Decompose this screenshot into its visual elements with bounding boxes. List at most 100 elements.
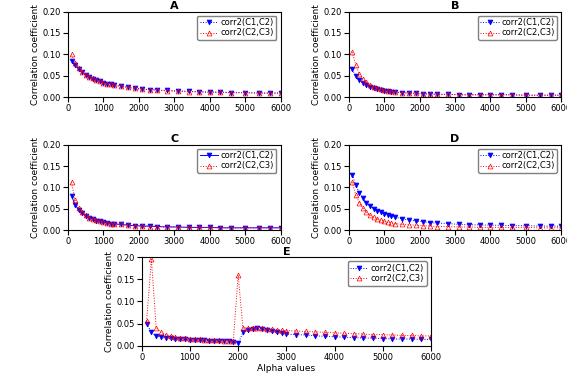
corr2(C1,C2) <box>93 78 100 83</box>
corr2(C2,C3) <box>266 225 273 230</box>
corr2(C2,C3) <box>111 222 117 226</box>
corr2(C2,C3) <box>391 221 398 226</box>
corr2(C2,C3) <box>96 79 103 84</box>
corr2(C1,C2) <box>487 93 494 97</box>
corr2(C1,C2) <box>391 90 398 94</box>
corr2(C2,C3) <box>466 225 472 229</box>
Legend: corr2(C1,C2), corr2(C2,C3): corr2(C1,C2), corr2(C2,C3) <box>197 16 277 40</box>
corr2(C1,C2) <box>498 93 505 97</box>
corr2(C1,C2) <box>264 328 270 333</box>
corr2(C2,C3) <box>235 273 242 277</box>
corr2(C1,C2) <box>215 339 222 343</box>
corr2(C1,C2) <box>341 335 348 339</box>
corr2(C1,C2) <box>158 334 164 339</box>
corr2(C1,C2) <box>466 93 472 97</box>
corr2(C1,C2) <box>111 83 117 88</box>
corr2(C1,C2) <box>537 93 544 98</box>
corr2(C1,C2) <box>256 91 263 95</box>
corr2(C2,C3) <box>215 338 222 343</box>
corr2(C1,C2) <box>75 67 82 72</box>
Title: A: A <box>170 1 179 11</box>
corr2(C1,C2) <box>164 88 171 93</box>
corr2(C1,C2) <box>104 81 111 86</box>
corr2(C1,C2) <box>175 225 181 229</box>
corr2(C2,C3) <box>434 224 441 229</box>
corr2(C2,C3) <box>487 93 494 97</box>
corr2(C1,C2) <box>523 223 530 228</box>
corr2(C2,C3) <box>249 326 256 330</box>
corr2(C1,C2) <box>413 91 420 96</box>
corr2(C1,C2) <box>230 339 237 344</box>
corr2(C1,C2) <box>259 326 265 331</box>
corr2(C1,C2) <box>420 92 426 96</box>
corr2(C1,C2) <box>413 218 420 223</box>
corr2(C2,C3) <box>523 225 530 230</box>
corr2(C1,C2) <box>227 225 235 230</box>
corr2(C1,C2) <box>249 326 256 331</box>
corr2(C2,C3) <box>162 332 169 337</box>
corr2(C2,C3) <box>264 326 270 331</box>
corr2(C1,C2) <box>100 220 107 225</box>
corr2(C2,C3) <box>487 225 494 230</box>
corr2(C1,C2) <box>547 224 554 228</box>
corr2(C2,C3) <box>508 93 515 97</box>
corr2(C2,C3) <box>428 334 434 338</box>
corr2(C2,C3) <box>391 89 398 94</box>
corr2(C1,C2) <box>185 225 192 230</box>
corr2(C1,C2) <box>139 87 146 91</box>
corr2(C2,C3) <box>185 225 192 230</box>
corr2(C1,C2) <box>256 225 263 230</box>
corr2(C1,C2) <box>153 88 160 93</box>
corr2(C1,C2) <box>244 328 251 333</box>
corr2(C1,C2) <box>132 223 139 228</box>
corr2(C2,C3) <box>466 93 472 97</box>
Title: D: D <box>450 134 460 144</box>
corr2(C1,C2) <box>196 338 203 343</box>
Line: corr2(C1,C2): corr2(C1,C2) <box>350 172 564 228</box>
corr2(C2,C3) <box>82 72 89 77</box>
corr2(C2,C3) <box>153 88 160 93</box>
corr2(C1,C2) <box>79 211 86 215</box>
Line: corr2(C1,C2): corr2(C1,C2) <box>350 67 564 98</box>
corr2(C1,C2) <box>82 214 89 218</box>
corr2(C1,C2) <box>107 221 114 226</box>
corr2(C2,C3) <box>312 329 319 334</box>
corr2(C2,C3) <box>196 337 203 342</box>
corr2(C2,C3) <box>242 225 248 230</box>
corr2(C2,C3) <box>100 220 107 225</box>
corr2(C1,C2) <box>508 223 515 228</box>
corr2(C1,C2) <box>370 336 376 340</box>
corr2(C2,C3) <box>370 84 377 89</box>
Y-axis label: Correlation coefficient: Correlation coefficient <box>312 137 320 238</box>
corr2(C1,C2) <box>377 88 384 93</box>
corr2(C1,C2) <box>366 85 373 89</box>
corr2(C2,C3) <box>196 89 202 94</box>
corr2(C1,C2) <box>201 338 208 343</box>
corr2(C1,C2) <box>434 221 441 225</box>
corr2(C1,C2) <box>366 204 373 208</box>
corr2(C2,C3) <box>104 220 111 225</box>
corr2(C1,C2) <box>266 225 273 230</box>
corr2(C2,C3) <box>547 93 554 98</box>
corr2(C2,C3) <box>321 330 328 334</box>
corr2(C2,C3) <box>158 330 164 334</box>
Line: corr2(C2,C3): corr2(C2,C3) <box>144 257 433 344</box>
corr2(C1,C2) <box>405 91 412 95</box>
corr2(C2,C3) <box>187 336 193 341</box>
corr2(C1,C2) <box>217 90 224 94</box>
corr2(C2,C3) <box>227 90 235 95</box>
corr2(C2,C3) <box>211 338 218 343</box>
corr2(C1,C2) <box>90 217 96 222</box>
corr2(C1,C2) <box>111 222 117 226</box>
corr2(C1,C2) <box>206 225 213 230</box>
corr2(C1,C2) <box>132 86 139 91</box>
corr2(C2,C3) <box>547 225 554 230</box>
corr2(C2,C3) <box>206 225 213 230</box>
Y-axis label: Correlation coefficient: Correlation coefficient <box>312 4 320 105</box>
corr2(C2,C3) <box>377 87 384 91</box>
corr2(C1,C2) <box>359 196 366 200</box>
Y-axis label: Correlation coefficient: Correlation coefficient <box>105 251 113 352</box>
corr2(C2,C3) <box>256 225 263 230</box>
corr2(C2,C3) <box>139 224 146 228</box>
corr2(C1,C2) <box>153 334 160 338</box>
